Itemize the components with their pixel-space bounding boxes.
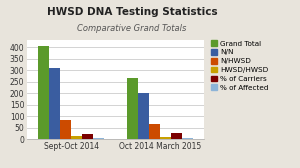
Bar — [38, 46, 49, 139]
Bar — [160, 137, 171, 139]
Bar — [149, 124, 160, 139]
Text: HWSD DNA Testing Statistics: HWSD DNA Testing Statistics — [47, 7, 217, 17]
Legend: Grand Total, N/N, N/HWSD, HWSD/HWSD, % of Carriers, % of Affected: Grand Total, N/N, N/HWSD, HWSD/HWSD, % o… — [209, 39, 270, 92]
Bar — [182, 138, 193, 139]
Bar — [82, 134, 93, 139]
Text: Comparative Grand Totals: Comparative Grand Totals — [77, 24, 187, 33]
Bar — [138, 93, 149, 139]
Bar — [93, 138, 104, 139]
Bar — [49, 68, 60, 139]
Bar — [127, 78, 138, 139]
Bar — [71, 136, 82, 139]
Bar — [60, 120, 71, 139]
Bar — [171, 133, 182, 139]
